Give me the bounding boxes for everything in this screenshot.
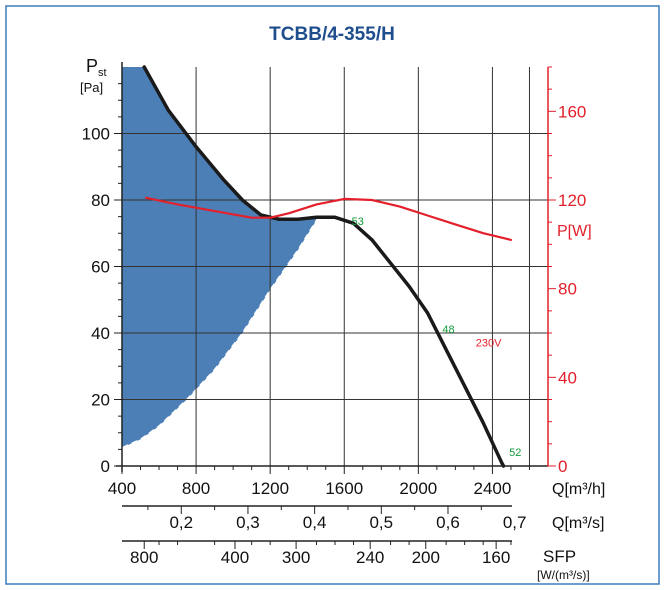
x-axis-label: Q[m³/h] [552,481,605,498]
stall-region-layer [121,67,319,449]
x-tick-label: 2000 [399,479,437,498]
x-tick-label: 1200 [251,479,289,498]
x-tick-label: 2400 [474,479,512,498]
curves-layer [142,65,513,468]
right-axis-label: P[W] [557,223,592,240]
sfp-tick-label: 160 [482,548,510,567]
power-curve [145,196,513,241]
right-tick-label: 120 [558,191,586,210]
chart-title: TCBB/4-355/H [269,24,395,45]
right-tick-label: 80 [558,280,577,299]
sfp-axis-label: SFP [543,547,576,566]
stall-region [122,67,319,448]
left-axis-label: Pst [86,56,107,79]
m3s-axis-label: Q[m³/s] [552,515,604,532]
y-tick-label: 40 [91,324,110,343]
sfp-tick-label: 800 [130,548,158,567]
x-tick-label: 800 [182,479,210,498]
labels-layer: 0 20 40 60 80 100 0 40 80 120 160 400 800 1200 1600 200… [80,56,605,582]
m3s-tick-label: 0,4 [303,513,327,532]
curve-annotation: 52 [509,447,521,459]
curve-annotation: 53 [352,216,364,228]
right-tick-label: 40 [558,368,577,387]
right-tick-label: 0 [558,457,567,476]
right-tick-label: 160 [558,102,586,121]
sfp-tick-label: 240 [356,548,384,567]
y-tick-label: 0 [101,457,110,476]
outer-border [5,5,660,585]
x-tick-label: 400 [108,479,136,498]
left-axis-label-subscript: st [98,67,107,79]
m3s-tick-label: 0,6 [436,513,460,532]
m3s-tick-label: 0,7 [503,513,527,532]
m3s-tick-label: 0,5 [369,513,393,532]
sfp-axis-unit: [W/(m³/s)] [537,568,590,582]
left-axis-unit: [Pa] [80,80,103,95]
y-tick-label: 80 [91,191,110,210]
sfp-tick-label: 200 [412,548,440,567]
pressure-curve [142,65,506,468]
axes-layer [114,62,556,549]
sfp-tick-label: 300 [282,548,310,567]
grid-layer [122,67,548,466]
curve-annotation: 48 [442,324,454,336]
x-tick-label: 1600 [325,479,363,498]
curve-annotation: 230V [476,337,502,349]
sfp-tick-label: 400 [221,548,249,567]
m3s-tick-label: 0,3 [236,513,260,532]
y-tick-label: 100 [82,125,110,144]
stall-region-edge [121,216,319,449]
m3s-tick-label: 0,2 [169,513,193,532]
y-tick-label: 20 [91,391,110,410]
y-tick-label: 60 [91,258,110,277]
